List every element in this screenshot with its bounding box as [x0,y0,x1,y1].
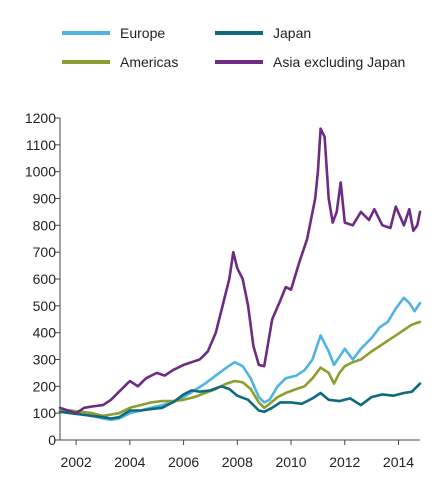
y-tick-label: 400 [33,325,57,341]
x-tick-label: 2006 [168,454,199,470]
y-tick-label: 500 [33,298,57,314]
y-tick-label: 1000 [25,164,56,180]
x-tick-label: 2004 [114,454,145,470]
legend-label-americas: Americas [120,54,178,70]
y-tick-label: 100 [33,405,57,421]
legend-label-europe: Europe [120,25,165,41]
y-tick-label: 300 [33,352,57,368]
y-tick-label: 200 [33,378,57,394]
y-tick-label: 600 [33,271,57,287]
x-tick-label: 2012 [329,454,360,470]
series-line-europe [58,296,422,422]
y-tick-label: 1100 [26,137,56,153]
series-line-asia-excluding-japan [58,127,422,415]
y-tick-label: 0 [48,432,56,448]
series-line-japan [58,382,422,420]
legend-label-japan: Japan [273,25,311,41]
series-line-americas [58,320,422,418]
x-tick-label: 2008 [222,454,253,470]
y-tick-label: 1200 [25,110,56,126]
legend-label-asia-excluding-japan: Asia excluding Japan [273,54,405,70]
x-tick-label: 2010 [275,454,306,470]
x-tick-label: 2002 [61,454,92,470]
y-tick-label: 700 [33,244,57,260]
x-tick-label: 2014 [383,454,414,470]
chart-series [58,127,422,422]
chart-axes: 0 100 200 300 400 500 600 700 800 900 1000 1100 1200… [25,110,420,470]
legend: Europe Americas Japan Asia excluding Japan [62,25,405,70]
y-tick-label: 900 [33,191,57,207]
y-tick-label: 800 [33,217,57,233]
